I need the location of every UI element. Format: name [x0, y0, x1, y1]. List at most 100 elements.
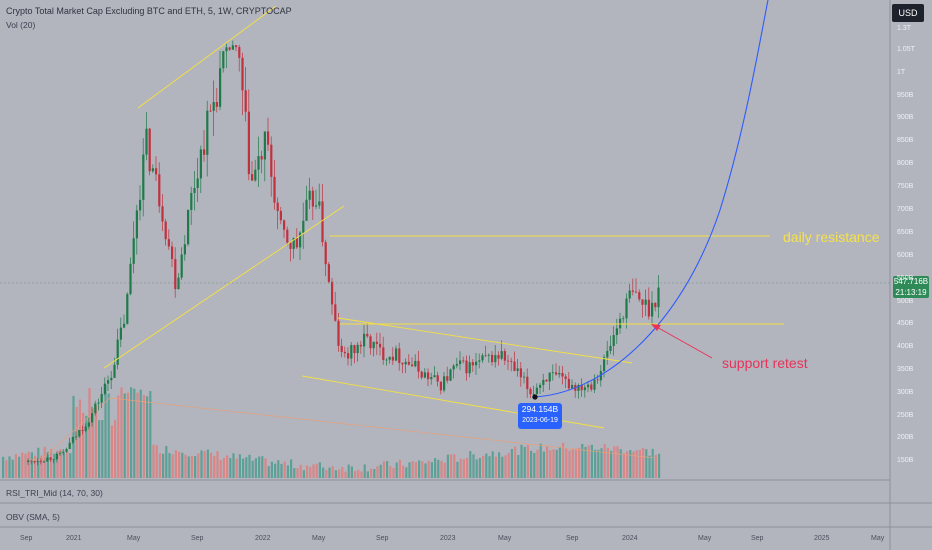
candle-body — [65, 449, 68, 452]
candle-body — [494, 355, 497, 363]
volume-bar — [498, 452, 501, 478]
volume-bar — [258, 456, 261, 478]
volume-bar — [290, 459, 293, 478]
volume-label[interactable]: Vol (20) — [6, 20, 36, 30]
candle-body — [395, 348, 398, 361]
y-tick-label: 250B — [897, 412, 914, 419]
candle-body — [516, 368, 519, 371]
volume-bar — [62, 452, 65, 478]
candle-body — [289, 242, 292, 249]
volume-bar — [360, 471, 363, 478]
volume-bar — [248, 454, 251, 478]
rsi-label[interactable]: RSI_TRI_Mid (14, 70, 30) — [6, 488, 103, 498]
x-tick-label: Sep — [20, 535, 33, 542]
volume-bar — [434, 458, 437, 478]
candle-body — [132, 238, 135, 264]
volume-bar — [568, 450, 571, 478]
candle-body — [334, 304, 337, 321]
candle-body — [439, 381, 442, 391]
volume-bar — [616, 446, 619, 478]
obv-label[interactable]: OBV (SMA, 5) — [6, 512, 60, 522]
volume-bar — [427, 460, 430, 478]
currency-button[interactable]: USD — [892, 4, 924, 22]
volume-bar — [315, 463, 318, 478]
candle-body — [59, 452, 62, 454]
chart-title: Crypto Total Market Cap Excluding BTC an… — [6, 6, 292, 16]
candle-body — [148, 128, 151, 172]
volume-bar — [600, 448, 603, 478]
candle-body — [356, 344, 359, 354]
x-tick-label: Sep — [191, 535, 204, 542]
volume-bar — [517, 455, 520, 478]
candle-body — [628, 290, 631, 299]
last-price-tag: 547.716B 21:13:19 — [893, 276, 929, 298]
y-tick-label: 600B — [897, 252, 914, 259]
volume-bar — [587, 445, 590, 478]
candle-body — [449, 369, 452, 381]
candle-body — [190, 193, 193, 210]
volume-bar — [27, 451, 30, 478]
candle-body — [631, 290, 634, 292]
volume-bar — [530, 450, 533, 478]
parabolic-curve — [531, 0, 769, 398]
candle-body — [199, 149, 202, 179]
candle-body — [260, 156, 263, 160]
volume-bar — [219, 459, 222, 478]
volume-bar — [629, 450, 632, 478]
volume-bar — [2, 456, 5, 478]
candle-body — [267, 131, 270, 145]
candle-body — [337, 320, 340, 346]
low-marker-date: 2023-06-19 — [522, 417, 558, 424]
candle-body — [401, 363, 404, 365]
low-point-dot — [532, 394, 538, 400]
candle-body — [94, 403, 97, 414]
candle-body — [462, 360, 465, 362]
candle-body — [308, 190, 311, 200]
candle-body — [209, 110, 212, 112]
volume-bar — [165, 445, 168, 478]
candle-body — [113, 364, 116, 378]
candle-body — [46, 457, 49, 462]
volume-bar — [347, 464, 350, 478]
y-tick-label: 900B — [897, 114, 914, 121]
candle-body — [484, 355, 487, 357]
candle-body — [100, 393, 103, 403]
volume-bar — [520, 444, 523, 478]
candle-body — [145, 128, 148, 155]
candle-body — [647, 299, 650, 317]
candle-body — [33, 461, 36, 463]
x-tick-label: 2023 — [440, 535, 456, 542]
volume-bar — [88, 387, 91, 478]
candle-body — [539, 385, 542, 388]
candle-body — [497, 355, 500, 359]
volume-bar — [430, 462, 433, 478]
volume-bar — [334, 470, 337, 478]
candle-body — [363, 333, 366, 347]
volume-bar — [146, 396, 149, 478]
candle-body — [372, 341, 375, 349]
candle-body — [545, 379, 548, 382]
candle-body — [43, 461, 46, 463]
volume-bar — [642, 447, 645, 478]
volume-bar — [91, 408, 94, 478]
volume-bar — [98, 420, 101, 478]
candle-body — [391, 356, 394, 361]
volume-bar — [293, 468, 296, 478]
volume-bar — [46, 451, 49, 478]
volume-bar — [386, 461, 389, 478]
candle-body — [407, 361, 410, 365]
volume-bar — [18, 456, 21, 478]
x-tick-label: Sep — [376, 535, 389, 542]
volume-bar — [613, 446, 616, 478]
candle-body — [327, 264, 330, 282]
y-tick-label: 500B — [897, 298, 914, 305]
candle-body — [369, 336, 372, 349]
volume-bar — [101, 420, 104, 478]
volume-ma-line — [30, 397, 655, 461]
candle-body — [590, 384, 593, 390]
volume-bar — [226, 455, 229, 478]
candle-body — [641, 299, 644, 305]
candle-body — [324, 242, 327, 265]
